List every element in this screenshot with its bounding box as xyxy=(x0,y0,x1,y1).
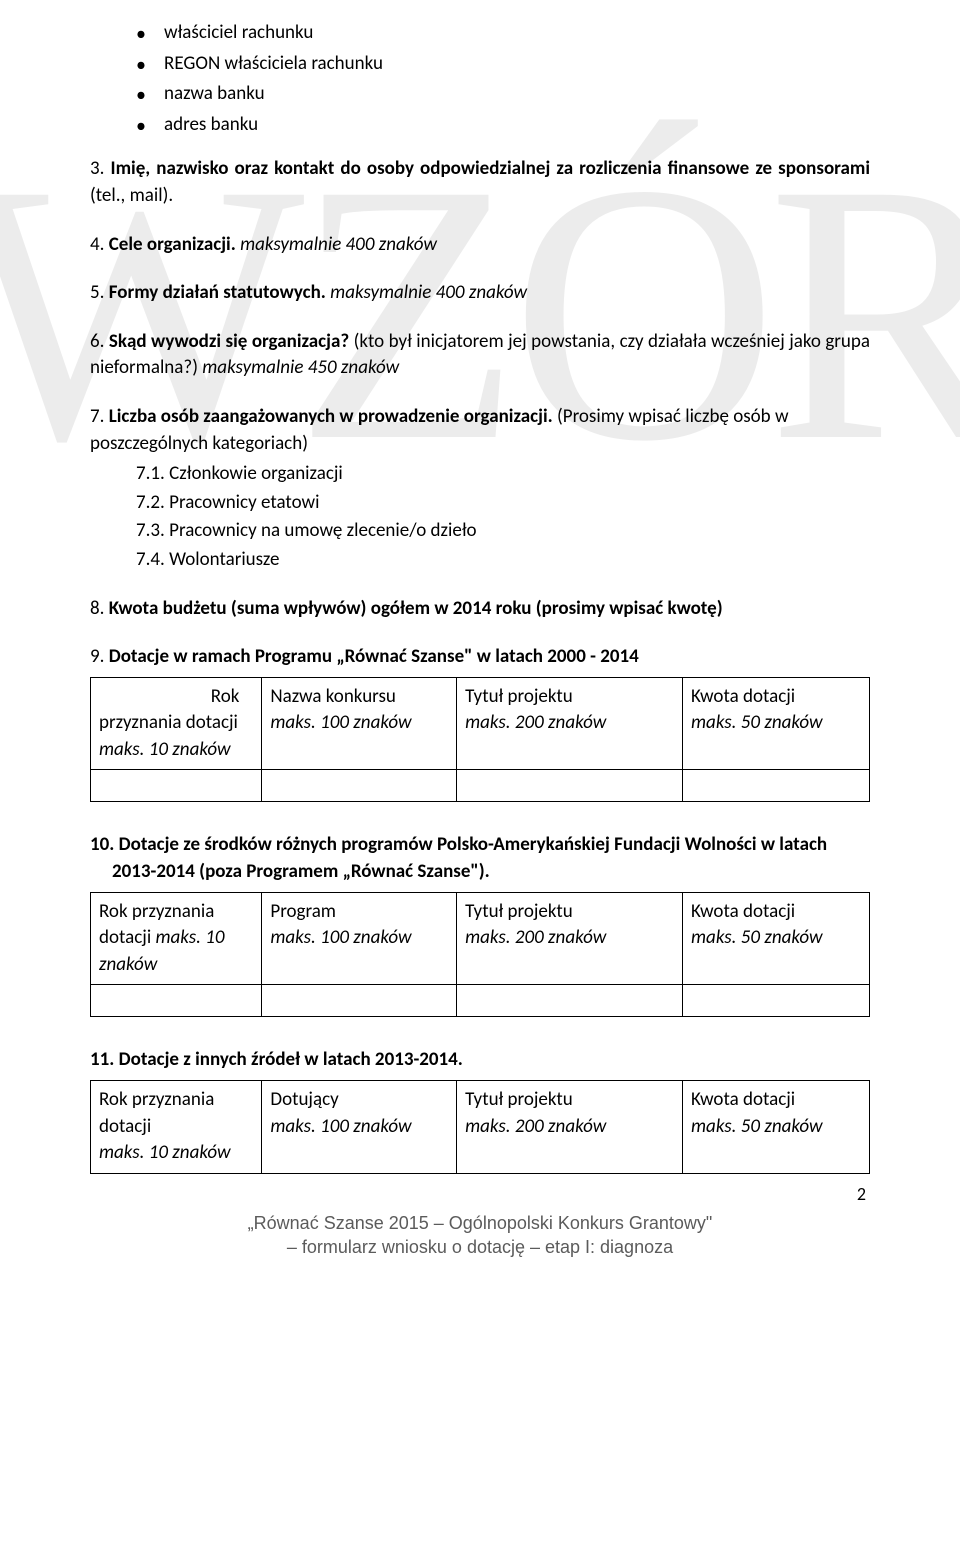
item-number: 8. xyxy=(90,597,104,620)
section-3: 3. Imię, nazwisko oraz kontakt do osoby … xyxy=(90,156,870,209)
bullet-list: właściciel rachunku REGON właściciela ra… xyxy=(90,20,870,138)
header-text: Rok xyxy=(99,684,253,711)
char-limit: maks. 10 znaków xyxy=(99,737,253,764)
sub-item: 7.4. Wolontariusze xyxy=(136,547,870,574)
table-header-cell: Rok przyznania dotacji maks. 10 znaków xyxy=(91,892,262,985)
section-11: 11. Dotacje z innych źródeł w latach 201… xyxy=(90,1047,870,1074)
table-cell xyxy=(262,770,457,802)
section-6: 6. Skąd wywodzi się organizacja? (kto by… xyxy=(90,329,870,382)
char-limit: maks. 50 znaków xyxy=(691,1114,861,1141)
table-header-row: Rok przyznania dotacji maks. 10 znaków P… xyxy=(91,892,870,985)
char-limit: maks. 10 znaków xyxy=(99,1140,253,1167)
page-number: 2 xyxy=(90,1182,870,1207)
table-row xyxy=(91,770,870,802)
item-heading: Imię, nazwisko oraz kontakt do osoby odp… xyxy=(111,157,870,180)
header-text: Tytuł projektu xyxy=(465,1087,674,1114)
char-limit: maks. 100 znaków xyxy=(270,710,448,737)
table-header-cell: Kwota dotacji maks. 50 znaków xyxy=(683,1081,870,1174)
table-header-cell: Kwota dotacji maks. 50 znaków xyxy=(683,892,870,985)
char-limit: maks. 200 znaków xyxy=(465,710,674,737)
item-heading: Cele organizacji. xyxy=(109,233,236,256)
table-cell xyxy=(457,770,683,802)
table-cell xyxy=(91,985,262,1017)
item-heading: Dotacje w ramach Programu „Równać Szanse… xyxy=(109,645,639,668)
sub-item: 7.3. Pracownicy na umowę zlecenie/o dzie… xyxy=(136,518,870,545)
char-limit: maksymalnie 400 znaków xyxy=(236,233,437,256)
bullet-item: nazwa banku xyxy=(136,81,870,108)
char-limit: maks. 100 znaków xyxy=(270,925,448,952)
header-text: Kwota dotacji xyxy=(691,1087,861,1114)
header-text: Tytuł projektu xyxy=(465,899,674,926)
header-text: Rok przyznania dotacji xyxy=(99,1087,253,1140)
item-number: 4. xyxy=(90,233,104,256)
sub-item: 7.1. Członkowie organizacji xyxy=(136,461,870,488)
footer-line: – formularz wniosku o dotację – etap I: … xyxy=(90,1235,870,1259)
table-header-cell: Rok przyznania dotacji maks. 10 znaków xyxy=(91,1081,262,1174)
section-9: 9. Dotacje w ramach Programu „Równać Sza… xyxy=(90,644,870,671)
char-limit: maks. 50 znaków xyxy=(691,925,861,952)
section-8: 8. Kwota budżetu (suma wpływów) ogółem w… xyxy=(90,596,870,623)
bullet-item: adres banku xyxy=(136,112,870,139)
item-number: 9. xyxy=(90,645,104,668)
table-header-cell: Tytuł projektu maks. 200 znaków xyxy=(457,677,683,770)
item-heading: Kwota budżetu (suma wpływów) ogółem w 20… xyxy=(109,597,723,620)
header-text: Kwota dotacji xyxy=(691,899,861,926)
table-cell xyxy=(457,985,683,1017)
table-9: Rok przyznania dotacji maks. 10 znaków N… xyxy=(90,677,870,803)
page-footer: „Równać Szanse 2015 – Ogólnopolski Konku… xyxy=(90,1211,870,1260)
item-number: 5. xyxy=(90,281,104,304)
table-header-cell: Dotujący maks. 100 znaków xyxy=(262,1081,457,1174)
table-cell xyxy=(683,985,870,1017)
table-header-cell: Nazwa konkursu maks. 100 znaków xyxy=(262,677,457,770)
table-11: Rok przyznania dotacji maks. 10 znaków D… xyxy=(90,1080,870,1174)
item-heading: Formy działań statutowych. xyxy=(109,281,326,304)
header-text: Program xyxy=(270,899,448,926)
header-text: Tytuł projektu xyxy=(465,684,674,711)
char-limit: maksymalnie 450 znaków xyxy=(202,356,399,379)
table-row xyxy=(91,985,870,1017)
table-cell xyxy=(262,985,457,1017)
document-page: WZÓR właściciel rachunku REGON właścicie… xyxy=(0,0,960,1561)
item-heading: Dotacje z innych źródeł w latach 2013-20… xyxy=(119,1048,463,1071)
header-text: Kwota dotacji xyxy=(691,684,861,711)
item-number: 10. xyxy=(90,833,114,856)
section-10: 10. Dotacje ze środków różnych programów… xyxy=(90,832,870,885)
section-5: 5. Formy działań statutowych. maksymalni… xyxy=(90,280,870,307)
char-limit: maks. 200 znaków xyxy=(465,925,674,952)
char-limit: maks. 200 znaków xyxy=(465,1114,674,1141)
item-heading: Dotacje ze środków różnych programów Pol… xyxy=(112,833,827,883)
item-number: 7. xyxy=(90,405,104,428)
header-text: Nazwa konkursu xyxy=(270,684,448,711)
char-limit: maksymalnie 400 znaków xyxy=(326,281,527,304)
table-header-cell: Rok przyznania dotacji maks. 10 znaków xyxy=(91,677,262,770)
table-10: Rok przyznania dotacji maks. 10 znaków P… xyxy=(90,892,870,1018)
table-header-row: Rok przyznania dotacji maks. 10 znaków N… xyxy=(91,677,870,770)
sub-list: 7.1. Członkowie organizacji 7.2. Pracown… xyxy=(136,461,870,573)
table-header-cell: Tytuł projektu maks. 200 znaków xyxy=(457,1081,683,1174)
sub-item: 7.2. Pracownicy etatowi xyxy=(136,490,870,517)
table-header-cell: Tytuł projektu maks. 200 znaków xyxy=(457,892,683,985)
char-limit: maks. 100 znaków xyxy=(270,1114,448,1141)
table-header-cell: Kwota dotacji maks. 50 znaków xyxy=(683,677,870,770)
item-number: 11. xyxy=(90,1048,114,1071)
item-number: 6. xyxy=(90,330,104,353)
page-content: właściciel rachunku REGON właściciela ra… xyxy=(90,20,870,1260)
table-header-cell: Program maks. 100 znaków xyxy=(262,892,457,985)
bullet-item: właściciel rachunku xyxy=(136,20,870,47)
item-suffix: (tel., mail). xyxy=(90,184,173,207)
section-4: 4. Cele organizacji. maksymalnie 400 zna… xyxy=(90,232,870,259)
header-text: Dotujący xyxy=(270,1087,448,1114)
char-limit: maks. 50 znaków xyxy=(691,710,861,737)
footer-line: „Równać Szanse 2015 – Ogólnopolski Konku… xyxy=(90,1211,870,1235)
section-7: 7. Liczba osób zaangażowanych w prowadze… xyxy=(90,404,870,574)
item-heading: Liczba osób zaangażowanych w prowadzenie… xyxy=(109,405,553,428)
header-text: przyznania dotacji xyxy=(99,710,253,737)
table-cell xyxy=(91,770,262,802)
item-heading: Skąd wywodzi się organizacja? xyxy=(109,330,349,353)
table-header-row: Rok przyznania dotacji maks. 10 znaków D… xyxy=(91,1081,870,1174)
item-number: 3. xyxy=(90,157,104,180)
table-cell xyxy=(683,770,870,802)
bullet-item: REGON właściciela rachunku xyxy=(136,51,870,78)
